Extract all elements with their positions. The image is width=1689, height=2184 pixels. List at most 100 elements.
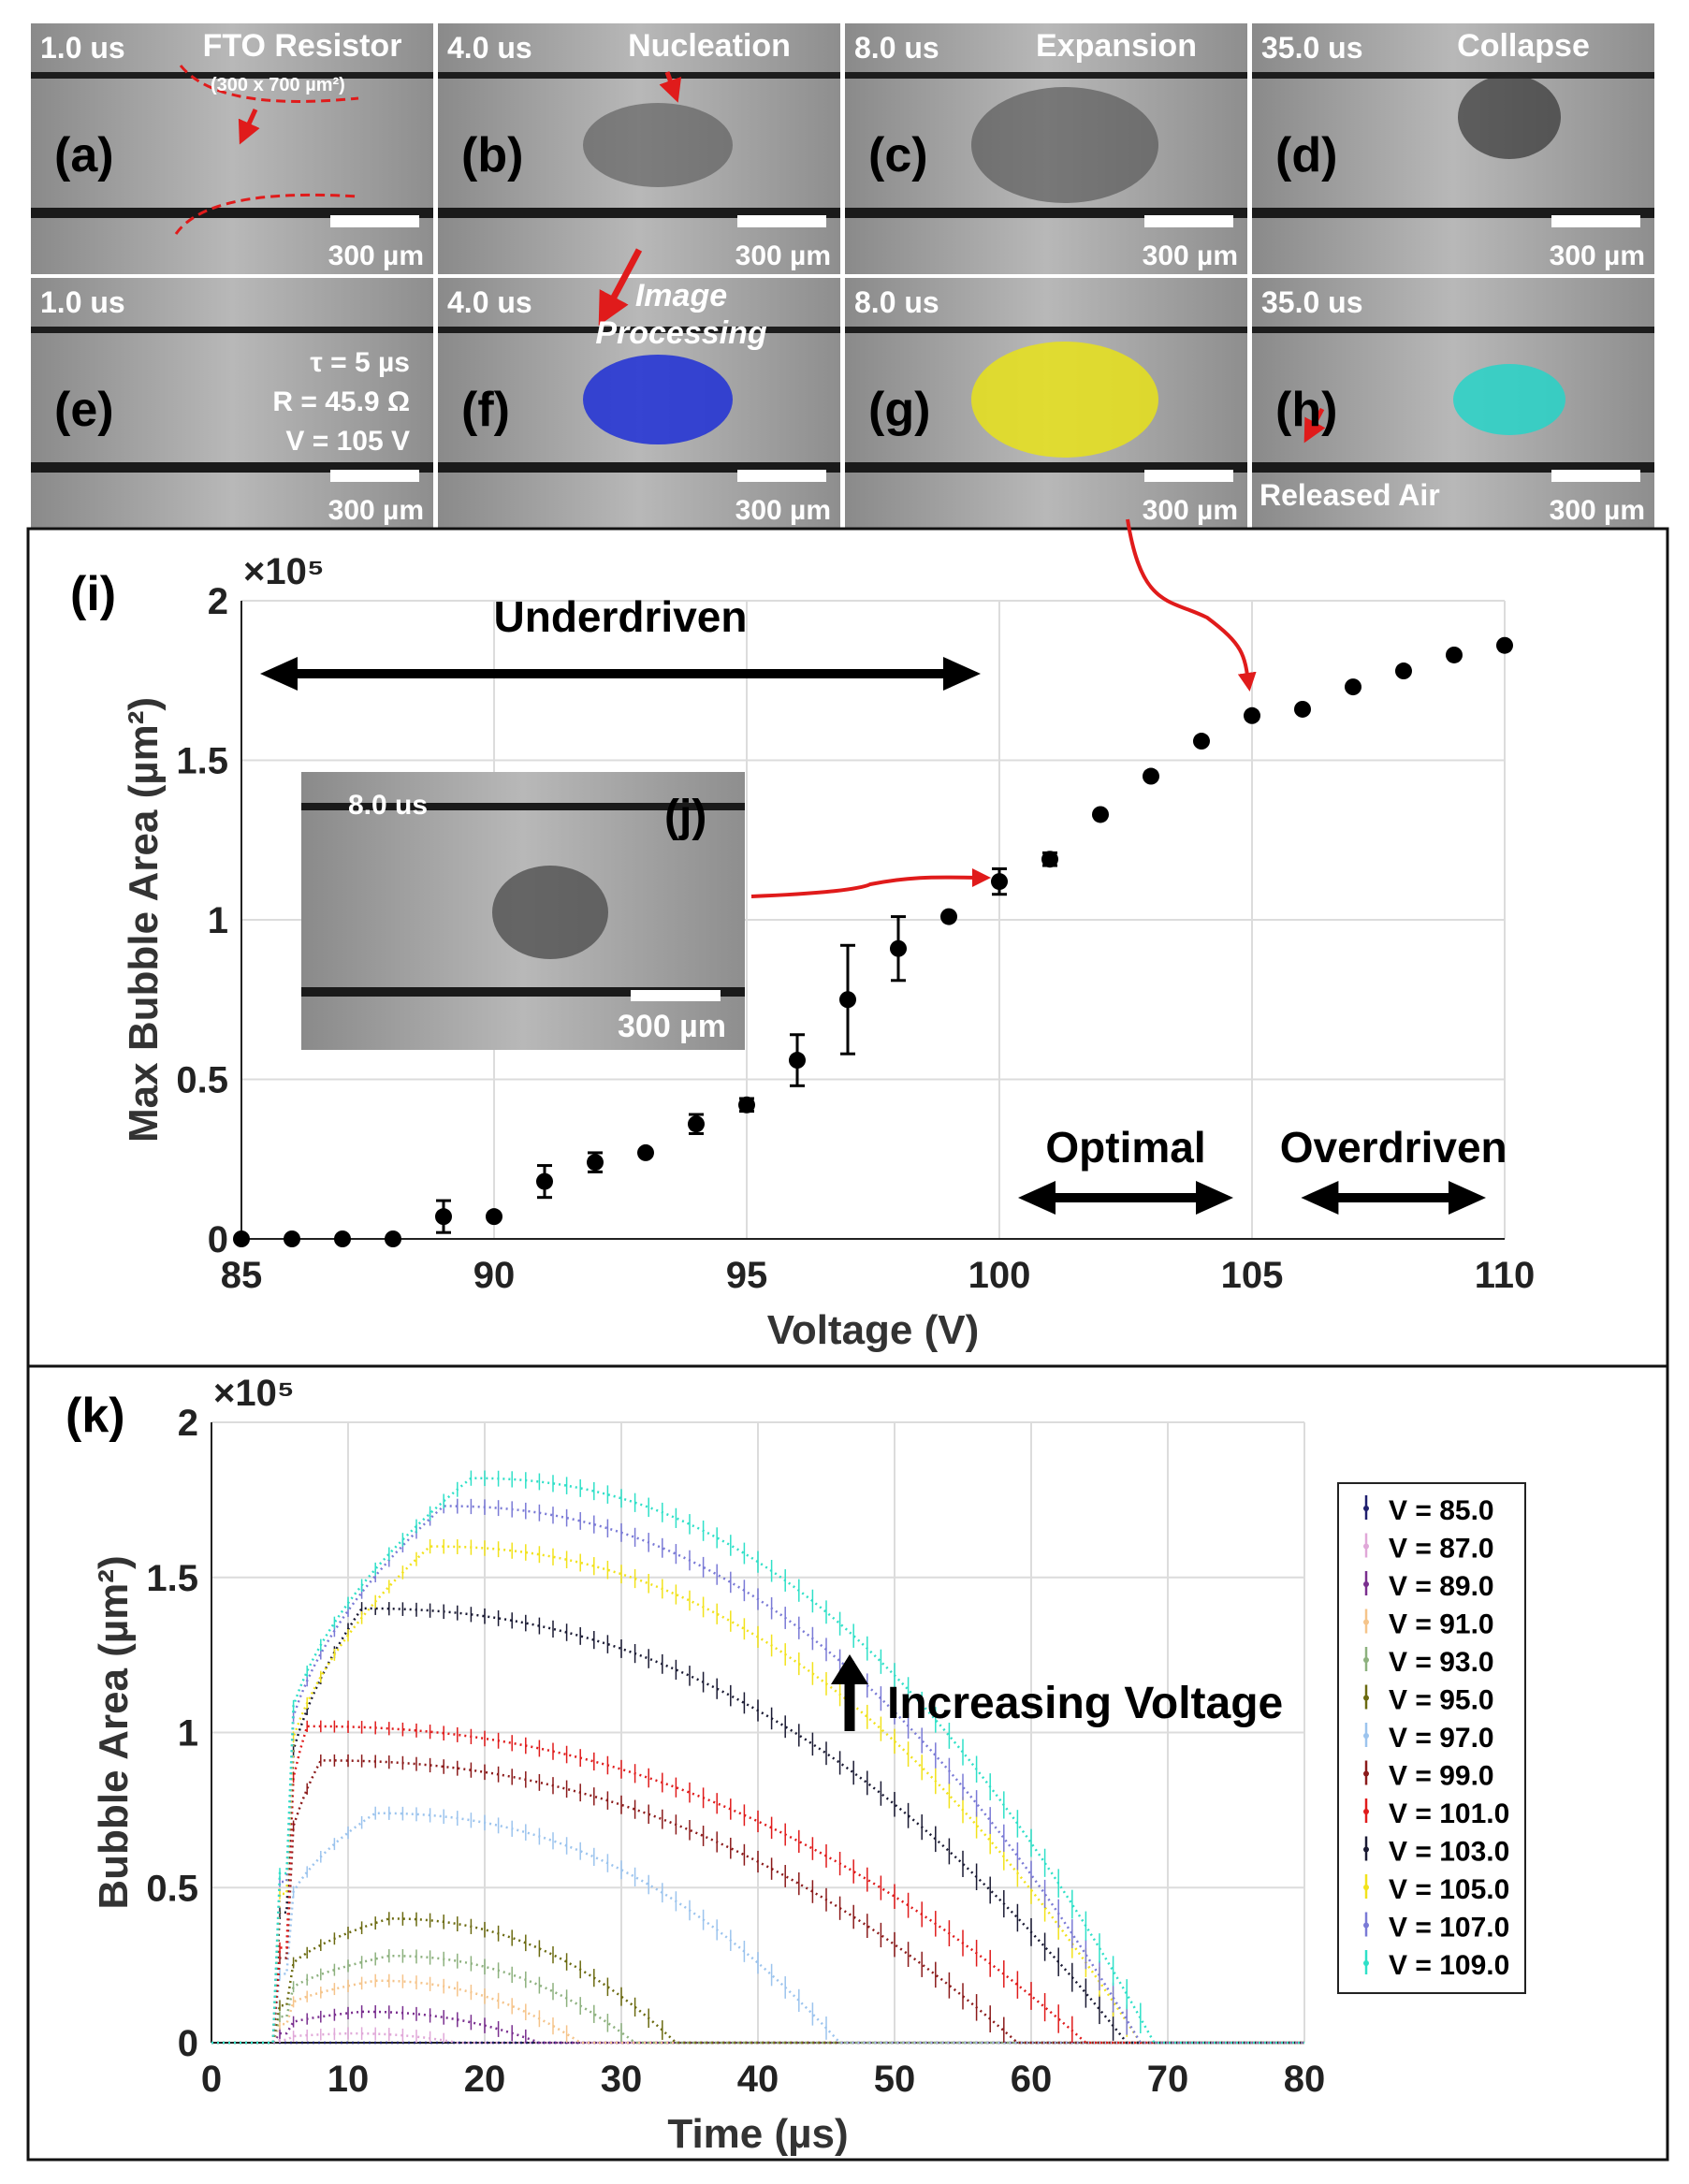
y-tick-label: 2	[178, 1403, 198, 1444]
scalebar-label: 300 µm	[1143, 495, 1238, 526]
y-axis-label: Bubble Area (µm²)	[91, 1555, 137, 1909]
scalebar-label: 300 µm	[735, 240, 831, 271]
scalebar	[1144, 215, 1233, 227]
connector-arrow-icon	[1126, 518, 1257, 692]
data-point	[385, 1230, 401, 1247]
legend-label: V = 105.0	[1389, 1874, 1509, 1905]
panel-title: Nucleation	[628, 28, 791, 64]
channel-bottom	[1252, 208, 1654, 218]
series-109.0	[211, 1470, 1304, 2045]
data-point	[637, 1143, 654, 1161]
x-tick-label: 70	[1147, 2059, 1189, 2100]
x-tick-label: 30	[601, 2059, 643, 2100]
bubble	[971, 87, 1158, 203]
panel-e: τ = 5 µs R = 45.9 Ω V = 105 V 1.0 us (e) 300 …	[31, 278, 433, 529]
panel-image	[31, 278, 433, 529]
y-tick-label: 1	[178, 1713, 198, 1754]
series-line	[211, 1812, 1304, 2045]
panel-time: 35.0 us	[1261, 31, 1363, 65]
region-arrowhead-left	[1301, 1181, 1339, 1215]
legend-marker	[1363, 1846, 1369, 1853]
panel-letter-i: (i)	[70, 567, 116, 621]
channel-top	[845, 327, 1247, 333]
data-point	[1395, 662, 1412, 680]
legend-marker	[1363, 1581, 1369, 1587]
panel-letter: (b)	[461, 128, 523, 182]
microscopy-panels: (300 x 700 µm²) 1.0 us FTO Resistor (a) 300 …	[31, 23, 1654, 529]
panel-letter: (a)	[54, 128, 114, 182]
y-tick-label: 0.5	[176, 1060, 228, 1101]
legend: V = 85.0 V = 87.0 V = 89.0 V = 91.0 V = 93.0…	[1337, 1482, 1526, 1994]
legend-marker	[1363, 1770, 1369, 1777]
inset-j-time: 8.0 us	[348, 790, 428, 821]
panel-time: 1.0 us	[40, 31, 125, 65]
panel-h: Released Air 35.0 us (h) 300 µm	[1252, 278, 1654, 529]
legend-label: V = 101.0	[1389, 1798, 1509, 1829]
panel-letter: (c)	[868, 128, 928, 182]
series-103.0	[211, 1602, 1304, 2045]
x-tick-label: 95	[726, 1255, 768, 1296]
panel-b: 4.0 us Nucleation (b) 300 µm	[438, 23, 840, 274]
channel-top	[31, 327, 433, 333]
x-tick-label: 40	[737, 2059, 779, 2100]
legend-marker	[1363, 1960, 1369, 1966]
data-point	[890, 939, 907, 957]
series-99.0	[211, 1754, 1304, 2045]
bubble	[583, 355, 733, 444]
inset-j-channel-top	[301, 803, 745, 810]
data-point	[1294, 700, 1311, 718]
x-tick-label: 90	[473, 1255, 516, 1296]
legend-label: V = 99.0	[1389, 1761, 1494, 1792]
panel-time: 1.0 us	[40, 285, 125, 319]
param-label: R = 45.9 Ω	[272, 386, 410, 417]
scalebar-label: 300 µm	[1550, 495, 1645, 526]
image-processing-label-1: Image	[635, 278, 727, 313]
inset-j-scalebar	[631, 990, 721, 1001]
data-point	[688, 1115, 705, 1133]
data-point	[334, 1230, 351, 1247]
scalebar	[1144, 470, 1233, 482]
data-point	[1345, 678, 1361, 696]
legend-marker	[1363, 1695, 1369, 1701]
image-processing-label-2: Processing	[595, 315, 767, 351]
legend-marker	[1363, 1506, 1369, 1511]
resistor-dims: (300 x 700 µm²)	[211, 75, 345, 95]
channel-bottom	[845, 208, 1247, 218]
red-arrow-icon	[659, 71, 682, 103]
channel-bottom	[31, 462, 433, 473]
data-point	[1244, 706, 1260, 724]
chart-k: 0 10 20 30 40 50 60 70 80 0 0.5 1 1.5 2 Time (µs) Bubbl…	[66, 1373, 1526, 2157]
legend-label: V = 97.0	[1389, 1723, 1494, 1754]
legend-label: V = 91.0	[1389, 1609, 1494, 1640]
panel-time: 4.0 us	[447, 285, 532, 319]
panel-title: Collapse	[1457, 28, 1590, 64]
bubble	[583, 103, 733, 187]
panel-letter: (d)	[1275, 128, 1337, 182]
series-line	[211, 1954, 1304, 2045]
x-tick-label: 0	[201, 2059, 222, 2100]
legend-label: V = 87.0	[1389, 1534, 1494, 1565]
data-point	[486, 1208, 502, 1226]
data-point	[1092, 806, 1109, 823]
resistor-outline-bottom	[174, 193, 359, 235]
data-point	[587, 1154, 604, 1172]
scalebar	[737, 470, 826, 482]
panel-time: 4.0 us	[447, 31, 532, 65]
channel-top	[1252, 72, 1654, 79]
panel-k-frame	[26, 1364, 1669, 2162]
channel-top	[438, 72, 840, 79]
data-point	[435, 1208, 452, 1226]
param-label: V = 105 V	[285, 426, 410, 457]
x-tick-label: 20	[464, 2059, 506, 2100]
x-tick-label: 105	[1221, 1255, 1284, 1296]
panel-a: (300 x 700 µm²) 1.0 us FTO Resistor (a) 300 …	[31, 23, 433, 274]
data-point	[789, 1052, 806, 1070]
voltage-arrow-icon	[831, 1654, 868, 1684]
data-point	[233, 1230, 250, 1247]
channel-bottom	[438, 462, 840, 473]
y-tick-label: 0.5	[146, 1868, 198, 1909]
red-arrow-icon	[1303, 407, 1326, 444]
region-arrowhead-right	[1449, 1181, 1486, 1215]
